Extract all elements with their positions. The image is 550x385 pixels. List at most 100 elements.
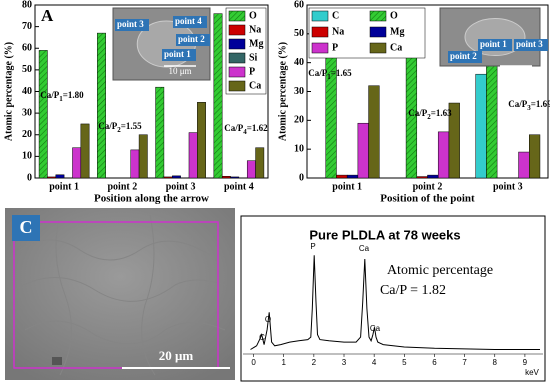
y-tick-label: 30 [294, 86, 304, 97]
y-tick-label: 50 [22, 64, 32, 75]
x-tick-label: 3 [342, 358, 347, 367]
legend-label: Ca [390, 42, 402, 53]
inset-label-box [173, 16, 207, 28]
annotation-subscript: 4 [243, 128, 247, 136]
legend-label: Mg [390, 26, 404, 37]
x-tick-label: point 1 [49, 181, 79, 192]
spectrum-line [250, 255, 540, 350]
legend-label: P [332, 42, 338, 53]
legend-swatch [228, 80, 246, 92]
bar [357, 122, 369, 179]
y-tick-label: 20 [22, 129, 32, 140]
x-axis-label: Position of the point [380, 193, 475, 205]
annotation: Ca/P2=1.63 [408, 108, 452, 121]
bar [230, 176, 240, 179]
y-tick-label: 0 [27, 172, 32, 183]
bar [130, 149, 140, 179]
legend-swatch [228, 52, 246, 64]
legend-box [308, 7, 426, 59]
y-tick-label: 40 [294, 57, 304, 68]
annotation: Ca/P2=1.55 [98, 121, 142, 134]
y-tick-label: 80 [22, 0, 32, 10]
chart-title: Pure PLDLA at 78 weeks [309, 227, 460, 242]
panel-label: A [41, 6, 54, 25]
peak-label: C [259, 333, 265, 342]
peak-label: P [310, 242, 315, 251]
inset-scale-label: 10 μm [504, 66, 527, 76]
panel-label: C [20, 217, 33, 237]
bar [416, 176, 428, 179]
bar [213, 13, 223, 179]
bar [346, 174, 359, 179]
legend-swatch [311, 10, 329, 22]
inset-label: point 1 [164, 49, 191, 59]
bar [529, 134, 541, 179]
annotation-prefix: Ca/P [98, 121, 118, 131]
annotation-value: =1.80 [63, 90, 84, 100]
legend-label: Na [249, 24, 261, 35]
peak-label: O [265, 315, 271, 324]
x-tick-label: 5 [402, 358, 407, 367]
annotation: Ca/P1=1.65 [308, 68, 352, 81]
annotation-prefix: Ca/P [224, 123, 244, 133]
y-tick-label: 60 [22, 43, 32, 54]
legend-swatch [311, 26, 329, 38]
annotation: Ca/P1=1.80 [40, 90, 84, 103]
y-tick-label: 20 [294, 115, 304, 126]
annotation-value: =1.63 [431, 108, 452, 118]
bar [255, 147, 265, 179]
bar [80, 123, 90, 179]
inset-label-box [478, 39, 512, 51]
annotation: Ca/P4=1.62 [224, 123, 268, 136]
peak-label: Ca [359, 244, 370, 253]
bar [197, 102, 206, 179]
sem-image [5, 208, 235, 380]
bar [155, 86, 165, 179]
legend-label: Na [332, 26, 344, 37]
bar [38, 50, 48, 179]
annotation-subscript: 2 [427, 113, 431, 121]
annotation-prefix: Ca/P [40, 90, 60, 100]
annotation-subscript: 1 [59, 95, 63, 103]
y-tick-label: 50 [294, 28, 304, 39]
bar [325, 45, 337, 179]
annotation: Ca/P = 1.82 [380, 283, 446, 298]
annotation-subscript: 1 [327, 73, 331, 81]
y-tick-label: 60 [294, 0, 304, 10]
legend-swatch [369, 26, 387, 38]
x-axis-label: Position along the arrow [94, 193, 209, 205]
annotation-value: =1.55 [121, 121, 142, 131]
bar [336, 174, 348, 179]
y-tick-label: 10 [294, 143, 304, 154]
bar [437, 131, 450, 179]
inset-label: point 2 [450, 51, 477, 61]
inset-label: point 1 [480, 39, 507, 49]
x-tick-label: 9 [523, 358, 528, 367]
bar [368, 85, 380, 179]
x-tick-label: 0 [251, 358, 256, 367]
y-tick-label: 30 [22, 107, 32, 118]
inset-label: point 3 [117, 19, 144, 29]
annotation-subscript: 2 [117, 126, 121, 134]
legend-label: O [390, 10, 398, 21]
x-tick-label: point 2 [413, 181, 443, 192]
y-axis-label: Atomic percentage (%) [277, 42, 288, 141]
y-tick-label: 70 [22, 21, 32, 32]
bar [448, 102, 460, 179]
x-axis-label: keV [525, 368, 539, 377]
legend-label: Ca [249, 80, 261, 91]
annotation-value: =1.69 [531, 99, 550, 109]
peak-label: Ca [370, 324, 381, 333]
legend-label: Mg [249, 38, 263, 49]
annotation-subscript: 3 [527, 104, 531, 112]
legend-swatch [311, 42, 329, 54]
legend-swatch [228, 24, 246, 36]
x-tick-label: point 3 [493, 181, 523, 192]
inset-label-box [115, 19, 149, 31]
bar [72, 147, 82, 179]
inset-label-box [162, 49, 196, 61]
bar [475, 73, 487, 179]
legend-swatch [369, 42, 387, 54]
bar [221, 176, 231, 179]
